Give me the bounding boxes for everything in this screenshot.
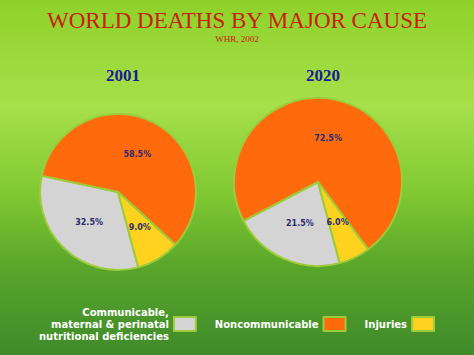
svg-text:Injuries: Injuries bbox=[365, 319, 408, 330]
svg-text:32.5%: 32.5% bbox=[75, 218, 103, 227]
svg-text:72.5%: 72.5% bbox=[314, 134, 342, 143]
svg-text:maternal & perinatal: maternal & perinatal bbox=[51, 319, 169, 330]
svg-text:6.0%: 6.0% bbox=[326, 218, 348, 227]
svg-text:nutritional deficiencies: nutritional deficiencies bbox=[39, 331, 169, 342]
svg-text:WORLD DEATHS BY MAJOR CAUSE: WORLD DEATHS BY MAJOR CAUSE bbox=[47, 8, 427, 33]
svg-text:9.0%: 9.0% bbox=[129, 223, 151, 232]
svg-text:2001: 2001 bbox=[106, 66, 140, 85]
svg-text:WHR, 2002: WHR, 2002 bbox=[215, 34, 259, 44]
svg-text:Communicable,: Communicable, bbox=[82, 307, 169, 318]
svg-text:21.5%: 21.5% bbox=[286, 219, 314, 228]
svg-text:2020: 2020 bbox=[306, 66, 340, 85]
svg-text:Noncommunicable: Noncommunicable bbox=[215, 319, 319, 330]
svg-text:58.5%: 58.5% bbox=[123, 150, 151, 159]
